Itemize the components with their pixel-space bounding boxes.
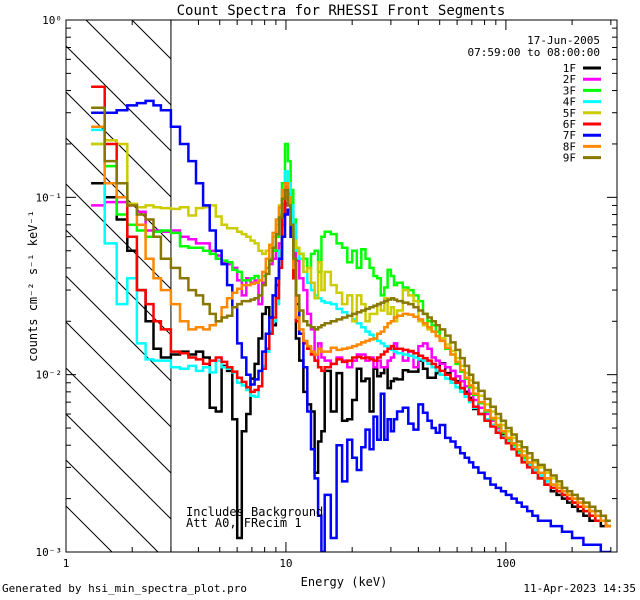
below-threshold-hatched-region (65, 19, 172, 553)
legend-label: 5F (563, 107, 576, 120)
legend-item-7F: 7F (563, 129, 601, 142)
hatched-region-fill (66, 20, 171, 552)
series-8F (91, 125, 611, 528)
legend-item-5F: 5F (563, 107, 601, 120)
legend-label: 7F (563, 129, 576, 142)
chart-title: Count Spectra for RHESSI Front Segments (177, 3, 506, 19)
legend-label: 4F (563, 96, 576, 109)
annotation-attenuator: Att A0, FRecim 1 (186, 516, 302, 530)
legend-label: 8F (563, 140, 576, 153)
axis-ticks: 10⁰ 10⁻¹ 10⁻² 10⁻³1 10 100 (36, 14, 617, 570)
footer-generator: Generated by hsi_min_spectra_plot.pro (2, 582, 248, 595)
time-range-label: 07:59:00 to 08:00:00 (468, 46, 600, 59)
legend-label: 2F (563, 73, 576, 86)
legend-item-9F: 9F (563, 152, 601, 165)
legend-label: 1F (563, 62, 576, 75)
legend-item-8F: 8F (563, 140, 601, 153)
legend-item-2F: 2F (563, 73, 601, 86)
x-axis-label: Energy (keV) (301, 575, 388, 589)
x-tick-label: 10 (279, 557, 292, 570)
y-tick-label: 10⁻¹ (36, 191, 63, 204)
x-tick-label: 1 (63, 557, 70, 570)
y-tick-label: 10⁻³ (36, 546, 63, 559)
series-9F (91, 106, 611, 523)
annotation-background: Includes Background (186, 505, 323, 519)
legend-item-3F: 3F (563, 84, 601, 97)
legend-item-1F: 1F (563, 62, 601, 75)
date-label: 17-Jun-2005 (527, 34, 600, 47)
y-tick-label: 10⁻² (36, 369, 63, 382)
legend-label: 9F (563, 152, 576, 165)
x-tick-label: 100 (496, 557, 516, 570)
legend-item-4F: 4F (563, 96, 601, 109)
series-layer (91, 85, 611, 552)
y-axis-label: counts cm⁻² s⁻¹ keV⁻¹ (26, 210, 40, 362)
legend-label: 3F (563, 84, 576, 97)
plot-frame (65, 19, 618, 553)
y-tick-label: 10⁰ (42, 14, 62, 27)
legend-item-6F: 6F (563, 118, 601, 131)
legend-label: 6F (563, 118, 576, 131)
series-7F (91, 99, 611, 552)
footer-timestamp: 11-Apr-2023 14:35 (523, 582, 636, 595)
